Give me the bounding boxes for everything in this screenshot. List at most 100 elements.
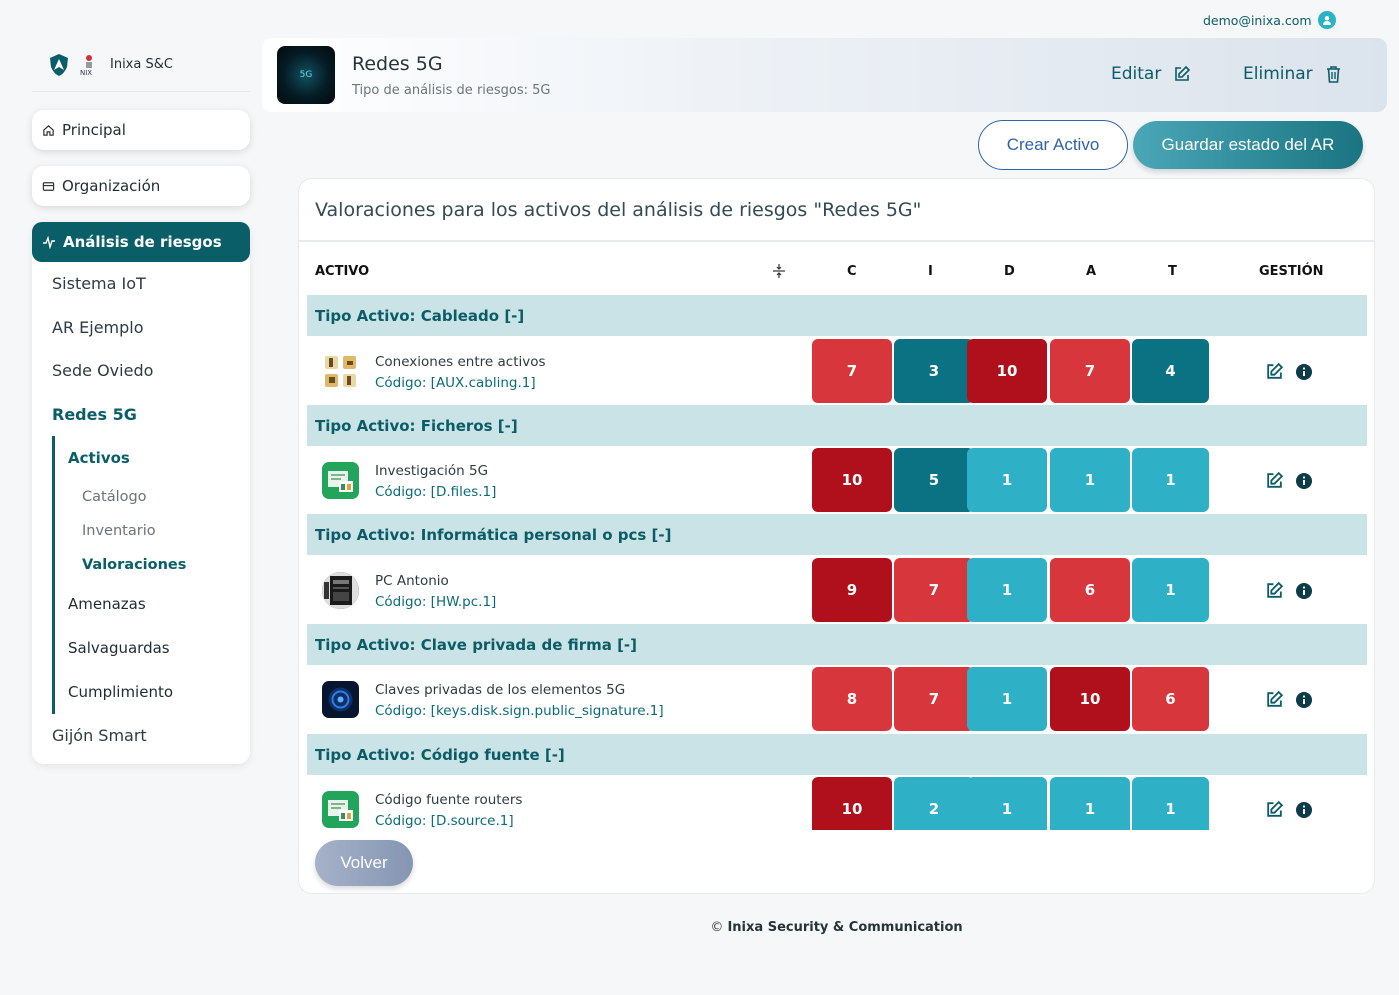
score-i[interactable]: 2: [894, 777, 974, 830]
delete-label: Eliminar: [1243, 64, 1313, 84]
score-t[interactable]: 1: [1132, 777, 1209, 830]
edit-label: Editar: [1111, 64, 1162, 84]
logo: NIX: [48, 53, 100, 77]
nav-item-gijon-smart[interactable]: Gijón Smart: [52, 726, 147, 746]
edit-icon: [1175, 65, 1191, 81]
key-icon: [322, 681, 359, 718]
nav-valoraciones[interactable]: Valoraciones: [82, 557, 187, 573]
asset-code: Código: [D.source.1]: [375, 813, 514, 829]
cabling-icon: [322, 353, 359, 390]
score-a[interactable]: 1: [1050, 777, 1130, 830]
valuations-panel: Valoraciones para los activos del anális…: [298, 178, 1375, 894]
table-row: Claves privadas de los elementos 5G Códi…: [307, 666, 1367, 734]
asset-name: Código fuente routers: [375, 792, 523, 808]
score-c[interactable]: 7: [812, 339, 892, 403]
asset-type-row[interactable]: Tipo Activo: Clave privada de firma [-]: [307, 624, 1367, 665]
brand-name: Inixa S&C: [110, 57, 173, 72]
files-icon: [322, 462, 359, 499]
source-code-icon: [322, 791, 359, 828]
nav-analisis-group: Análisis de riesgos Sistema IoT AR Ejemp…: [32, 222, 250, 764]
nav-item-redes-5g[interactable]: Redes 5G: [52, 404, 137, 424]
score-d[interactable]: 1: [967, 667, 1047, 731]
collapse-all-icon[interactable]: [772, 263, 786, 283]
col-activo: ACTIVO: [315, 264, 370, 279]
score-c[interactable]: 8: [812, 667, 892, 731]
trash-icon: [1326, 65, 1340, 83]
edit-icon[interactable]: [1265, 800, 1284, 819]
col-d: D: [1004, 264, 1015, 279]
delete-button[interactable]: Eliminar: [1243, 64, 1342, 84]
score-a[interactable]: 7: [1050, 339, 1130, 403]
table-row: PC Antonio Código: [HW.pc.1] 9 7 1 6 1: [307, 557, 1367, 625]
nav-amenazas[interactable]: Amenazas: [68, 595, 146, 613]
info-icon[interactable]: [1296, 363, 1312, 380]
score-i[interactable]: 3: [894, 339, 974, 403]
page-title: Redes 5G: [352, 52, 443, 75]
nav-salvaguardas[interactable]: Salvaguardas: [68, 639, 170, 657]
asset-type-row[interactable]: Tipo Activo: Ficheros [-]: [307, 405, 1367, 446]
nav-item-sede-oviedo[interactable]: Sede Oviedo: [52, 361, 154, 381]
asset-type-row[interactable]: Tipo Activo: Cableado [-]: [307, 295, 1367, 336]
nav-principal[interactable]: Principal: [32, 110, 250, 150]
nav-tree: Activos Catálogo Inventario Valoraciones…: [52, 436, 250, 714]
ar-header: 5G Redes 5G Tipo de análisis de riesgos:…: [262, 38, 1387, 112]
info-icon[interactable]: [1296, 582, 1312, 599]
user-icon: [1317, 11, 1336, 29]
info-icon[interactable]: [1296, 801, 1312, 818]
nav-item-ar-ejemplo[interactable]: AR Ejemplo: [52, 317, 144, 337]
score-a[interactable]: 6: [1050, 558, 1130, 622]
nav-inventario[interactable]: Inventario: [82, 523, 156, 539]
table-header: ACTIVO C I D A T GESTIÓN: [299, 264, 1374, 280]
score-t[interactable]: 1: [1132, 448, 1209, 512]
score-d[interactable]: 1: [967, 448, 1047, 512]
row-actions: [1265, 690, 1312, 709]
asset-type-row[interactable]: Tipo Activo: Código fuente [-]: [307, 734, 1367, 775]
back-button[interactable]: Volver: [315, 840, 413, 886]
nav-analisis-label: Análisis de riesgos: [63, 233, 222, 251]
score-t[interactable]: 1: [1132, 558, 1209, 622]
score-d[interactable]: 1: [967, 558, 1047, 622]
info-icon[interactable]: [1296, 691, 1312, 708]
score-c[interactable]: 10: [812, 448, 892, 512]
score-t[interactable]: 6: [1132, 667, 1209, 731]
user-menu[interactable]: demo@inixa.com: [1203, 11, 1336, 29]
nav-organizacion-label: Organización: [62, 177, 161, 195]
sidebar: NIX Inixa S&C Principal Organización Aná…: [32, 26, 250, 764]
asset-code: Código: [keys.disk.sign.public_signature…: [375, 703, 664, 719]
score-c[interactable]: 9: [812, 558, 892, 622]
score-c[interactable]: 10: [812, 777, 892, 830]
nav-catalogo[interactable]: Catálogo: [82, 489, 147, 505]
info-icon[interactable]: [1296, 472, 1312, 489]
save-ar-button[interactable]: Guardar estado del AR: [1133, 121, 1363, 169]
score-i[interactable]: 5: [894, 448, 974, 512]
asset-type-row[interactable]: Tipo Activo: Informática personal o pcs …: [307, 514, 1367, 555]
ar-thumbnail: 5G: [277, 46, 335, 104]
score-d[interactable]: 10: [967, 339, 1047, 403]
edit-icon[interactable]: [1265, 581, 1284, 600]
nav-activos[interactable]: Activos: [68, 449, 130, 467]
col-c: C: [847, 264, 857, 279]
create-asset-button[interactable]: Crear Activo: [978, 120, 1128, 170]
score-a[interactable]: 10: [1050, 667, 1130, 731]
nav-organizacion[interactable]: Organización: [32, 166, 250, 206]
nav-item-sistema-iot[interactable]: Sistema IoT: [52, 274, 146, 294]
score-d[interactable]: 1: [967, 777, 1047, 830]
score-a[interactable]: 1: [1050, 448, 1130, 512]
score-t[interactable]: 4: [1132, 339, 1209, 403]
score-i[interactable]: 7: [894, 667, 974, 731]
nav-cumplimiento[interactable]: Cumplimiento: [68, 683, 174, 701]
asset-name: PC Antonio: [375, 573, 449, 589]
table-row: Código fuente routers Código: [D.source.…: [307, 776, 1367, 830]
edit-icon[interactable]: [1265, 471, 1284, 490]
pulse-icon: [43, 235, 55, 249]
asset-name: Claves privadas de los elementos 5G: [375, 682, 626, 698]
table-row: Conexiones entre activos Código: [AUX.ca…: [307, 338, 1367, 406]
asset-code: Código: [D.files.1]: [375, 484, 497, 500]
nav-principal-label: Principal: [62, 121, 126, 139]
score-i[interactable]: 7: [894, 558, 974, 622]
edit-icon[interactable]: [1265, 690, 1284, 709]
edit-icon[interactable]: [1265, 362, 1284, 381]
edit-button[interactable]: Editar: [1111, 64, 1191, 84]
card-icon: [42, 181, 55, 191]
nav-analisis[interactable]: Análisis de riesgos: [32, 222, 250, 262]
